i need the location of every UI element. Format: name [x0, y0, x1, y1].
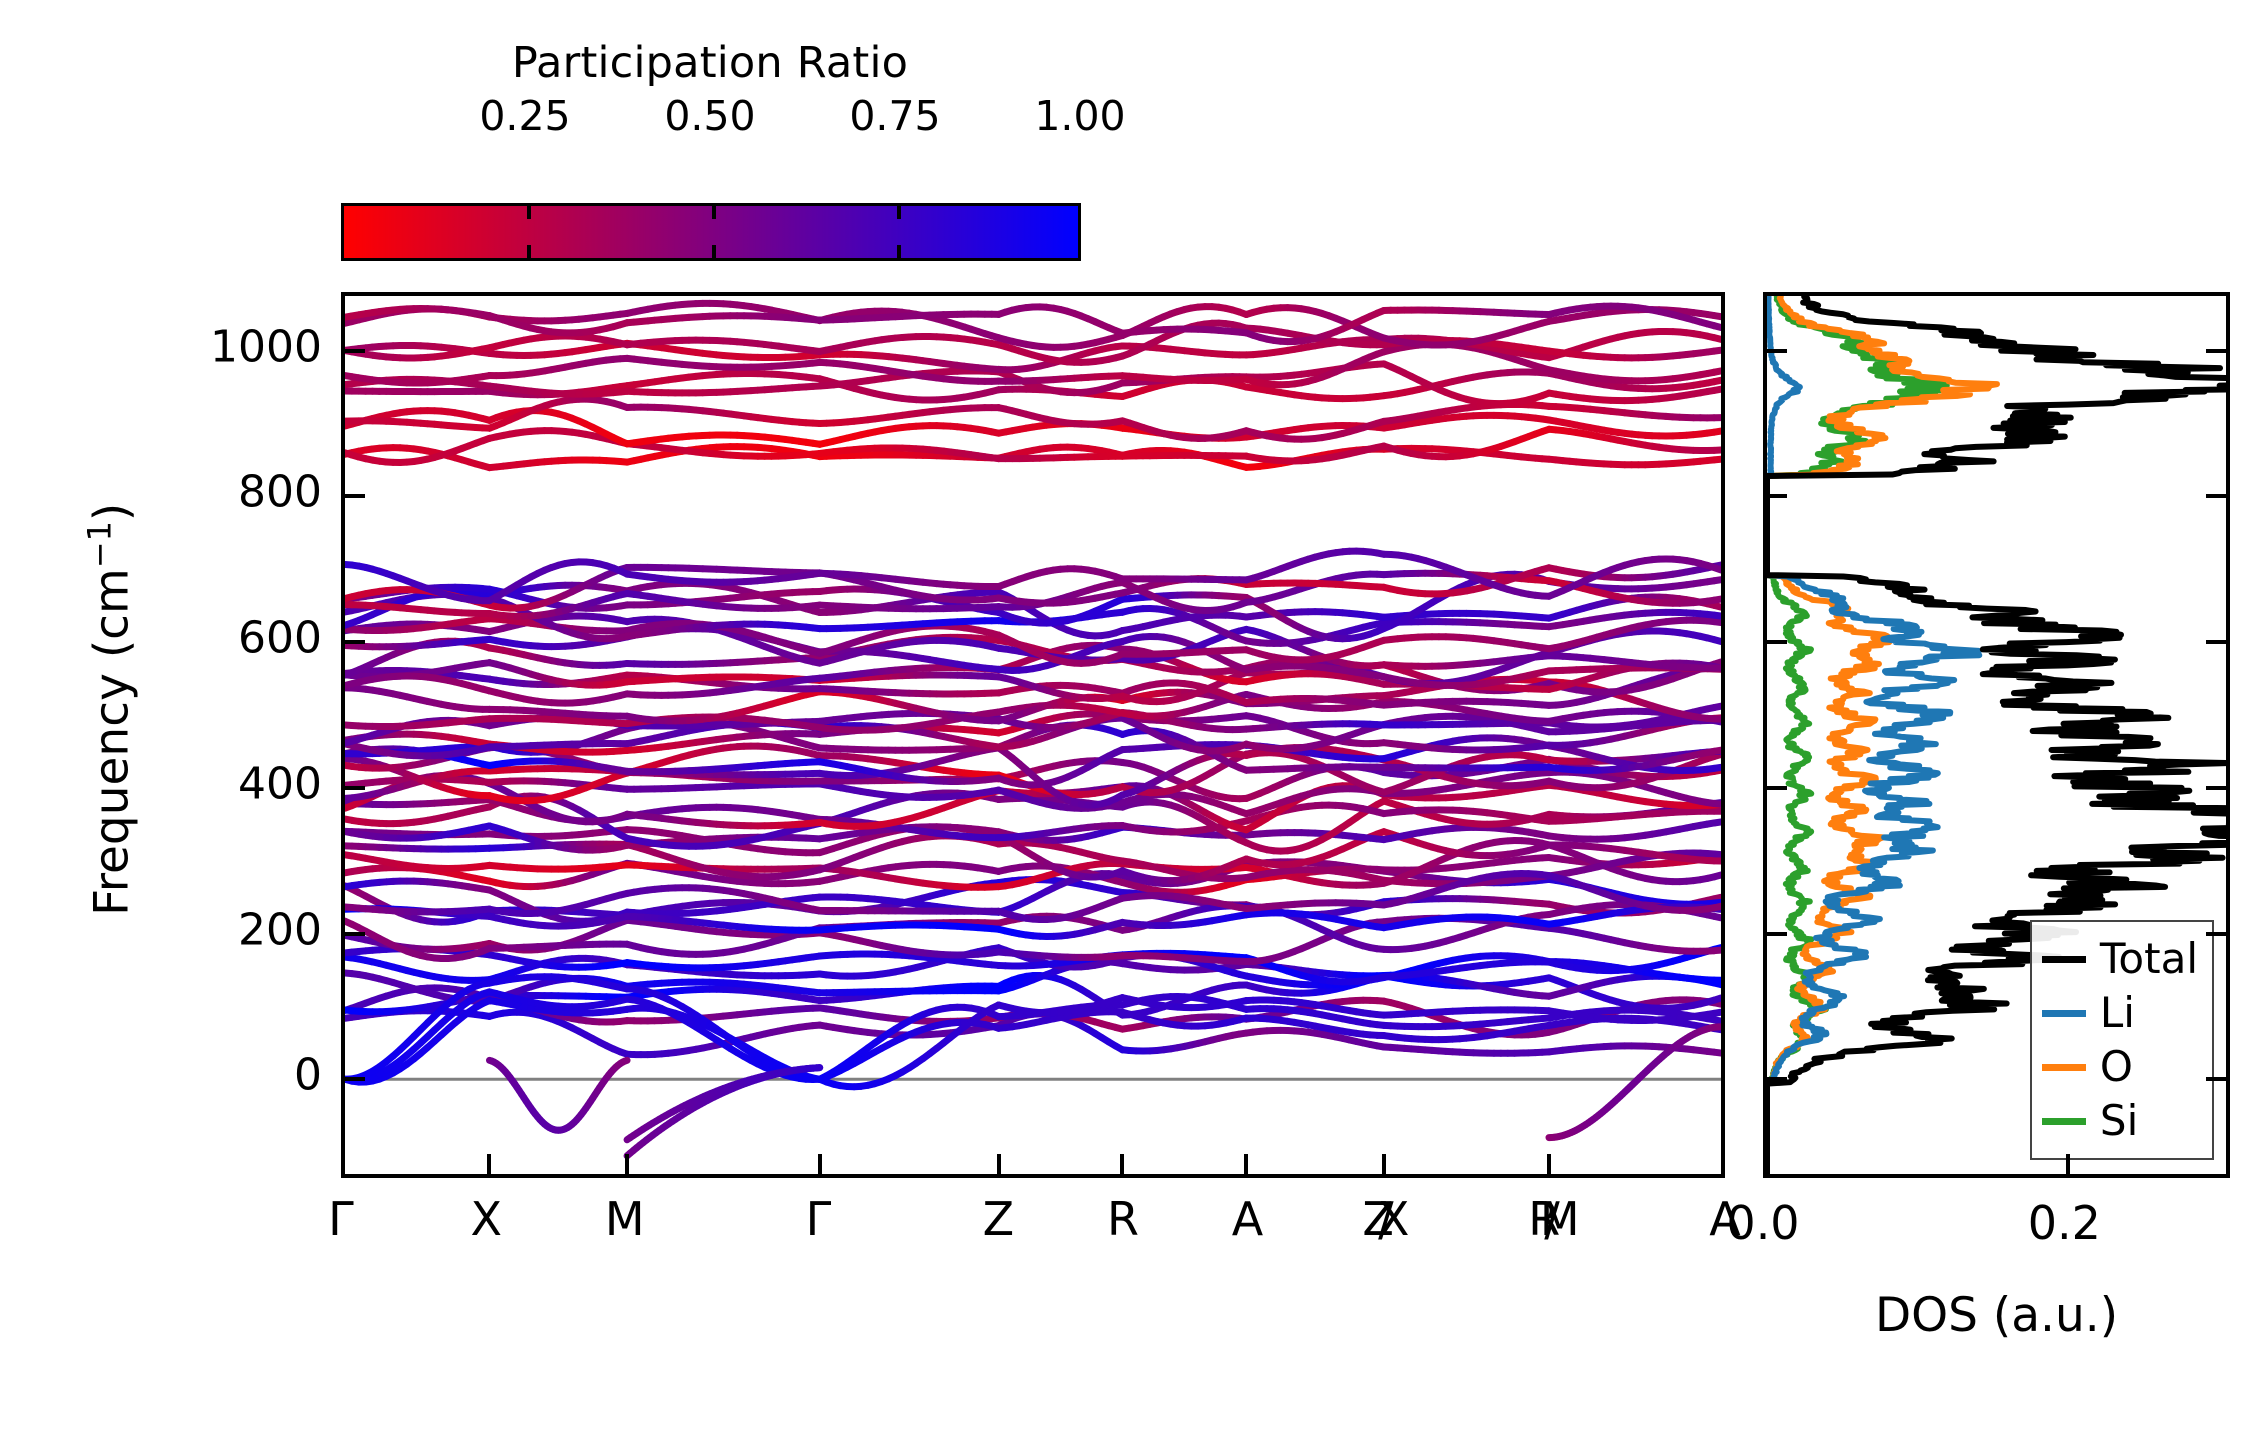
- band-segment: [1710, 818, 1721, 827]
- band-y-tick-label: 200: [238, 904, 322, 956]
- band-segment: [1710, 376, 1721, 386]
- colorbar-tick-mark: [527, 245, 531, 258]
- participation-ratio-colorbar: [341, 203, 1081, 261]
- band-segment: [1710, 893, 1721, 903]
- band-segment: [1710, 385, 1721, 394]
- band-y-tick-label: 800: [238, 466, 322, 518]
- phonon-band-structure-plot[interactable]: [341, 292, 1725, 1178]
- colorbar-tick-mark: [527, 206, 531, 219]
- band-segment: [1710, 312, 1721, 321]
- band-segment: [1710, 367, 1721, 376]
- band-y-tick-labels: 0 200 400 600 800 1000: [130, 292, 322, 1178]
- band-y-tick-label: 1000: [210, 321, 322, 373]
- colorbar-tick-mark: [712, 206, 716, 219]
- colorbar-tick-label: 0.75: [849, 92, 941, 140]
- colorbar-tick-mark: [897, 245, 901, 258]
- band-y-tick-label: 0: [294, 1049, 322, 1101]
- band-segment: [1710, 322, 1721, 331]
- colorbar-tick-mark: [897, 206, 901, 219]
- band-segment: [1710, 427, 1721, 436]
- colorbar-title: Participation Ratio: [511, 38, 909, 88]
- band-curves: [345, 299, 1721, 1160]
- colorbar-tick-label: 0.25: [479, 92, 571, 140]
- band-segment: [1710, 346, 1721, 355]
- colorbar-tick-mark: [712, 245, 716, 258]
- colorbar-tick-label: 1.00: [1034, 92, 1126, 140]
- band-y-axis-label: Frequency (cm−1): [80, 502, 140, 916]
- colorbar-tick-label: 0.50: [664, 92, 756, 140]
- band-segment: [1710, 799, 1721, 808]
- band-y-tick-label: 400: [238, 758, 322, 810]
- band-segment: [1710, 334, 1721, 343]
- band-segment: [1710, 455, 1721, 464]
- band-segment: [1710, 850, 1721, 859]
- colorbar-tick-labels: 0.25 0.50 0.75 1.00: [340, 92, 1125, 142]
- band-y-tick-label: 600: [238, 612, 322, 664]
- band-segment: [1710, 871, 1721, 881]
